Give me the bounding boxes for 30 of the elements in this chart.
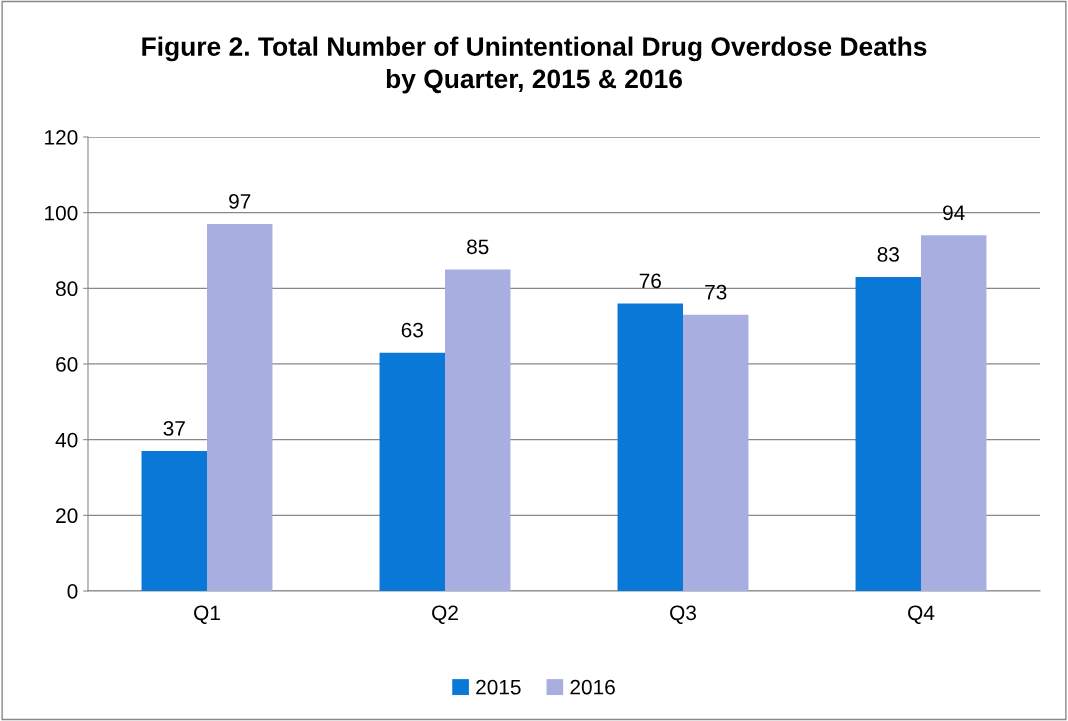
bar <box>379 352 445 591</box>
y-tick-label: 0 <box>67 584 78 599</box>
bar <box>683 314 749 591</box>
data-label: 76 <box>639 273 661 289</box>
legend-label: 2015 <box>476 679 521 695</box>
data-label: 85 <box>467 239 489 255</box>
bar <box>207 224 273 591</box>
x-tick-label: Q2 <box>432 605 458 624</box>
data-label: 97 <box>229 194 251 209</box>
legend-label: 2016 <box>570 679 615 695</box>
data-label: 83 <box>877 247 899 262</box>
x-tick-label: Q4 <box>908 605 935 624</box>
y-tick-label: 60 <box>56 357 78 372</box>
data-label: 63 <box>401 322 423 338</box>
data-label: 37 <box>163 421 185 436</box>
y-tick-label: 20 <box>56 508 78 524</box>
data-label: 73 <box>705 284 727 300</box>
bar <box>445 269 511 591</box>
bar <box>617 303 683 591</box>
bar <box>921 235 987 591</box>
x-tick-label: Q3 <box>670 605 696 624</box>
x-tick-label: Q1 <box>194 605 220 624</box>
y-tick-label: 120 <box>45 130 78 145</box>
y-tick-label: 40 <box>55 432 78 448</box>
bar <box>141 451 207 591</box>
chart-title: Figure 2. Total Number of Unintentional Drug Overdose Deaths by Quarter, 2015 & 2016 <box>142 36 927 94</box>
data-label: 94 <box>943 205 965 221</box>
bar <box>855 276 921 591</box>
y-tick-label: 80 <box>56 281 78 297</box>
y-tick-label: 100 <box>45 205 78 221</box>
